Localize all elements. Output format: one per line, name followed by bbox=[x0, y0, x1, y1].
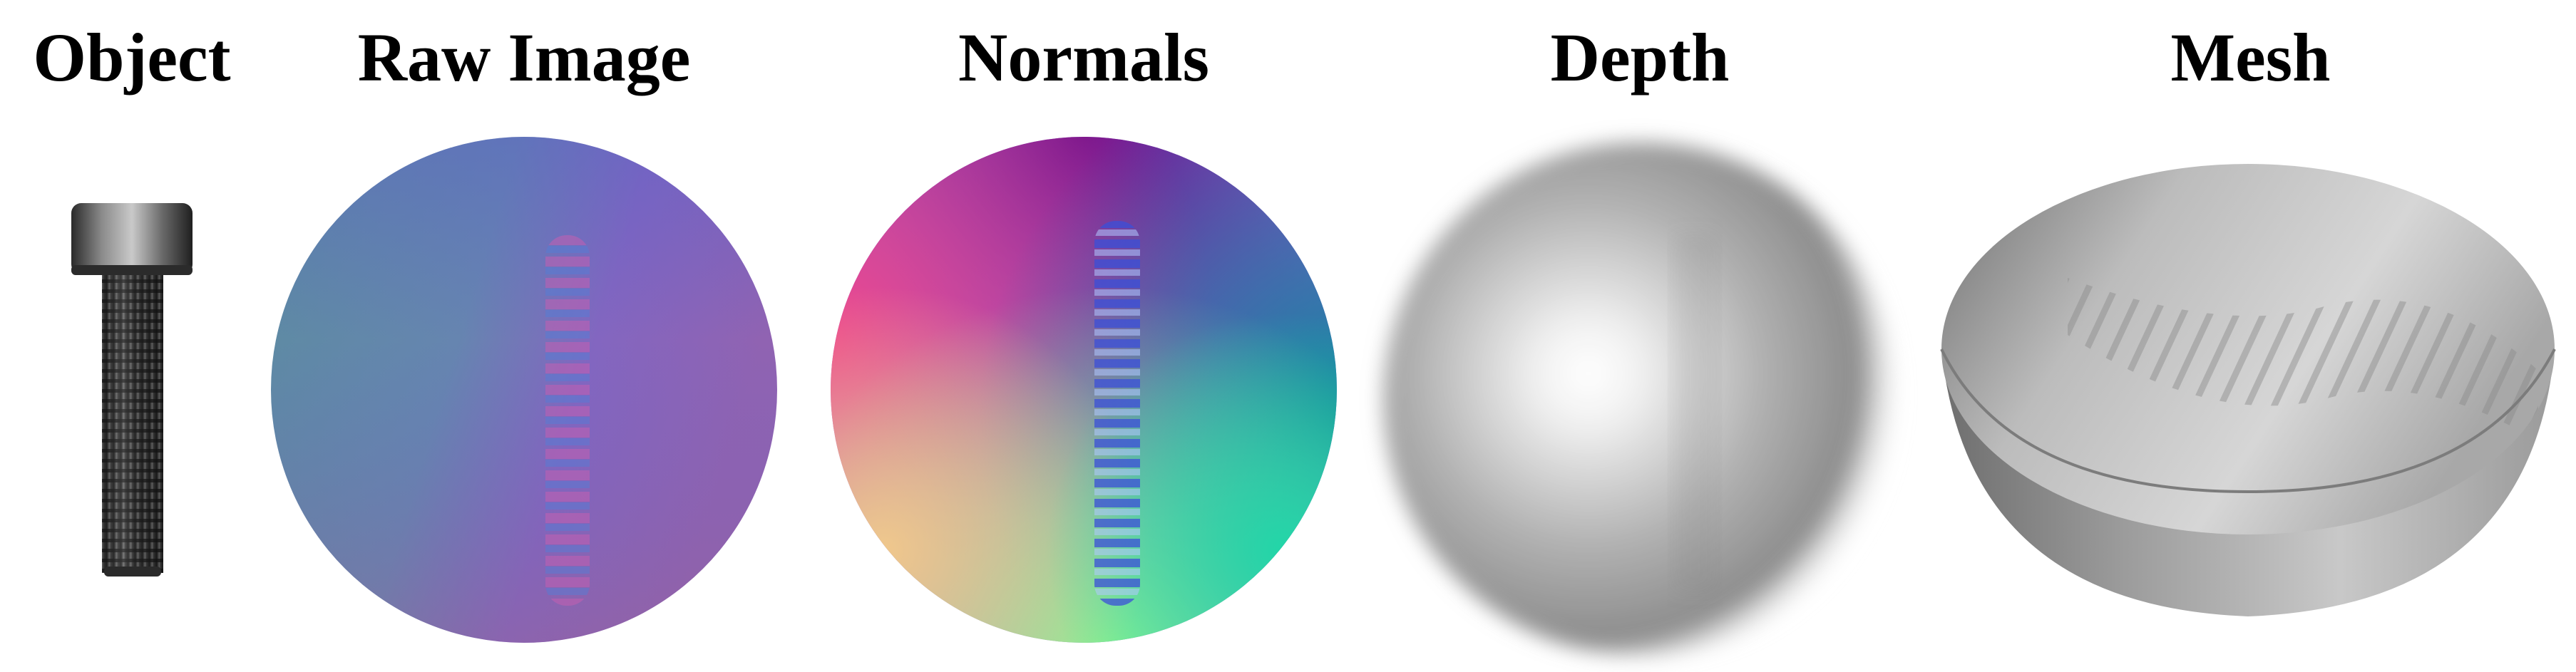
thread-impression bbox=[2068, 278, 2538, 442]
panel-depth: Depth bbox=[1376, 0, 1904, 672]
thread-impression bbox=[545, 235, 590, 606]
screw-image bbox=[71, 203, 193, 577]
normals-map bbox=[831, 137, 1337, 643]
mesh-outer-shell bbox=[1941, 349, 2555, 616]
panel-object: Object bbox=[0, 0, 264, 672]
panel-title-normals: Normals bbox=[958, 19, 1209, 95]
panel-title-object: Object bbox=[33, 19, 231, 95]
panel-title-mesh: Mesh bbox=[2170, 19, 2331, 95]
panel-title-raw-image: Raw Image bbox=[357, 19, 691, 95]
panel-mesh: Mesh bbox=[1925, 0, 2576, 672]
thread-impression bbox=[1672, 228, 1718, 599]
depth-map bbox=[1383, 143, 1897, 656]
screw-head bbox=[71, 203, 193, 274]
panel-normals: Normals bbox=[820, 0, 1348, 672]
mesh-hemisphere bbox=[1940, 164, 2556, 616]
panel-raw-image: Raw Image bbox=[264, 0, 784, 672]
raw-tactile-image bbox=[271, 137, 777, 643]
thread-impression bbox=[1094, 221, 1140, 606]
panel-title-depth: Depth bbox=[1550, 19, 1730, 95]
